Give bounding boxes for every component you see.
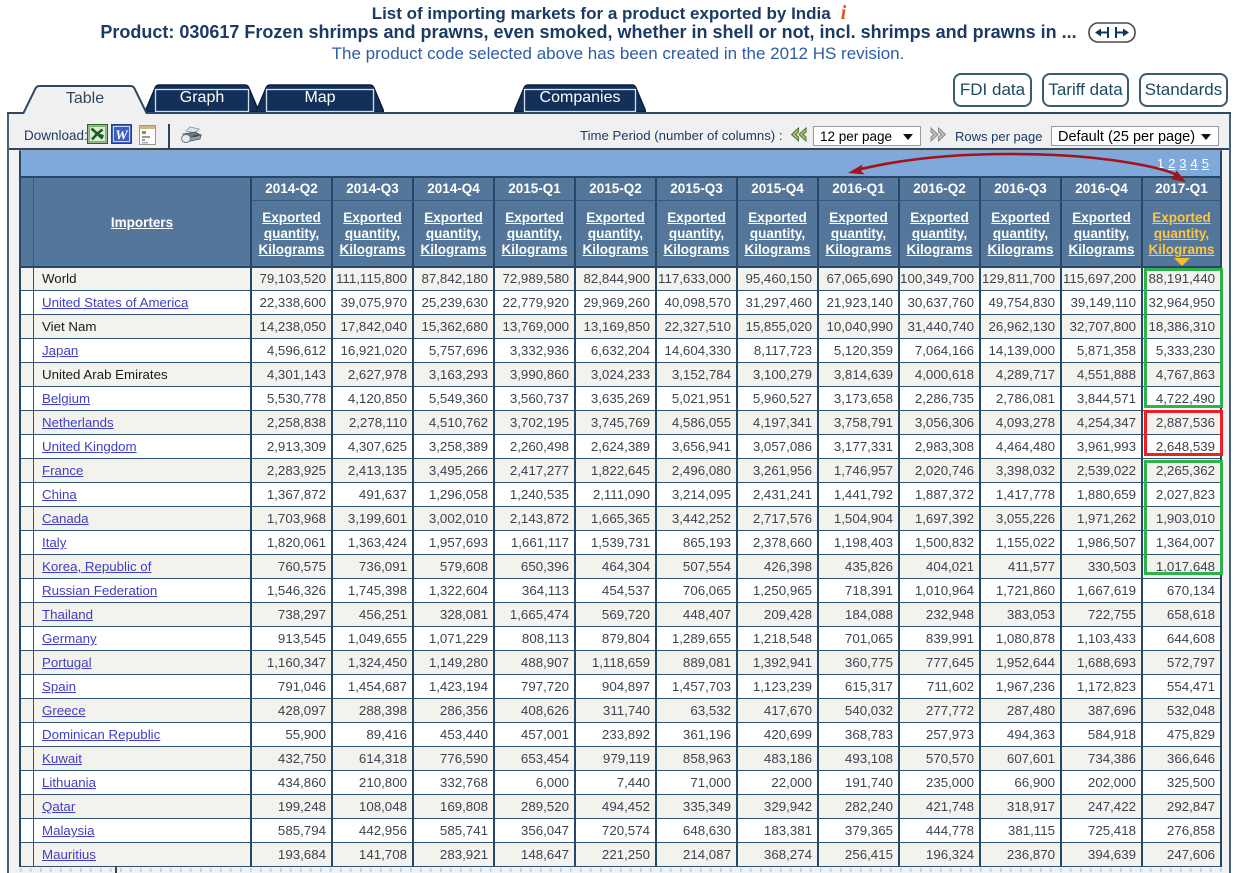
svg-text:W: W <box>115 129 129 144</box>
